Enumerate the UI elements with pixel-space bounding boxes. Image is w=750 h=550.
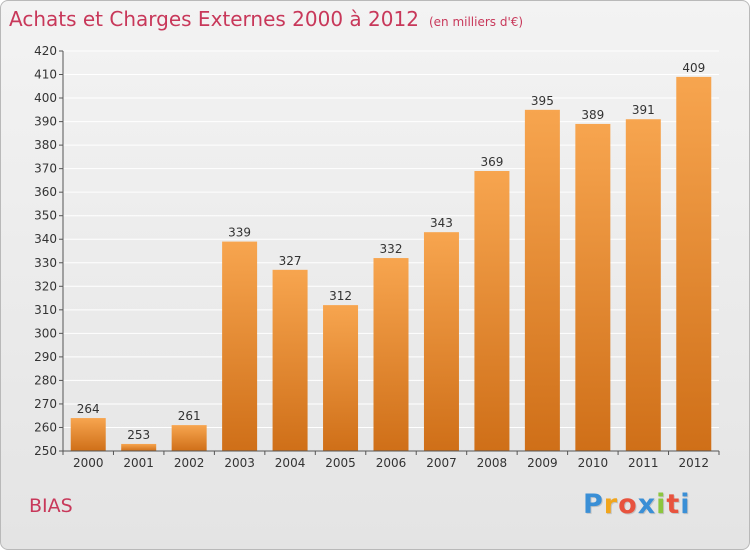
data-label: 343 <box>430 216 453 230</box>
y-axis-ticks: 250 260 270 280 290 300 310 320 330 340 350 360 370 3… <box>34 44 63 458</box>
bar <box>625 119 661 451</box>
proxiti-logo: Proxiti <box>583 489 691 520</box>
chart-unit: (en milliers d'€) <box>428 15 524 29</box>
y-tick-label: 340 <box>34 232 57 246</box>
logo-letter: t <box>666 489 681 520</box>
y-tick-label: 300 <box>34 326 57 340</box>
x-tick-label: 2003 <box>224 456 255 470</box>
y-tick-label: 380 <box>34 138 57 152</box>
y-tick-label: 400 <box>34 91 57 105</box>
bar <box>323 305 359 451</box>
bar <box>272 269 308 451</box>
y-tick-label: 420 <box>34 44 57 58</box>
x-tick-label: 2012 <box>678 456 709 470</box>
axes <box>62 51 719 452</box>
x-tick-label: 2002 <box>174 456 205 470</box>
y-tick-label: 270 <box>34 397 57 411</box>
data-label: 261 <box>178 409 201 423</box>
data-labels: 264 253 261 339 327 312 332 343 369 395 389 391 409 <box>77 61 705 442</box>
commune-name: BIAS <box>29 495 73 517</box>
x-tick-label: 2006 <box>376 456 407 470</box>
bar <box>423 232 459 451</box>
data-label: 389 <box>581 108 604 122</box>
x-tick-label: 2000 <box>73 456 104 470</box>
data-label: 253 <box>127 428 150 442</box>
y-tick-label: 280 <box>34 373 57 387</box>
x-tick-label: 2011 <box>628 456 659 470</box>
logo-letter: i <box>680 489 691 520</box>
bar <box>70 418 106 451</box>
data-label: 409 <box>682 61 705 75</box>
y-tick-label: 350 <box>34 209 57 223</box>
bar <box>222 241 258 451</box>
x-tick-label: 2007 <box>426 456 457 470</box>
x-tick-label: 2005 <box>325 456 356 470</box>
data-label: 391 <box>632 103 655 117</box>
data-label: 339 <box>228 226 251 240</box>
data-label: 369 <box>480 155 503 169</box>
logo-letter: i <box>656 489 667 520</box>
bar <box>373 258 409 451</box>
y-tick-label: 410 <box>34 68 57 82</box>
y-tick-label: 360 <box>34 185 57 199</box>
bars <box>70 76 712 452</box>
bar <box>171 425 207 451</box>
bar <box>575 123 611 452</box>
x-axis-ticks: 2000 2001 2002 2003 2004 2005 2006 2007 2008 2009… <box>62 451 720 470</box>
logo-letter: o <box>618 489 638 520</box>
bar <box>121 443 157 451</box>
x-tick-label: 2004 <box>275 456 306 470</box>
logo-letter: r <box>603 489 619 520</box>
bar <box>676 76 712 451</box>
chart-title: Achats et Charges Externes 2000 à 2012 <box>9 7 419 31</box>
data-label: 327 <box>279 254 302 268</box>
logo-letter: P <box>583 489 604 520</box>
data-label: 312 <box>329 289 352 303</box>
data-label: 395 <box>531 94 554 108</box>
y-tick-label: 330 <box>34 256 57 270</box>
bar <box>524 109 560 451</box>
x-tick-label: 2010 <box>578 456 609 470</box>
chart-title-block: Achats et Charges Externes 2000 à 2012 (e… <box>9 7 523 31</box>
y-tick-label: 320 <box>34 279 57 293</box>
x-tick-label: 2009 <box>527 456 558 470</box>
x-tick-label: 2001 <box>123 456 154 470</box>
y-tick-label: 310 <box>34 303 57 317</box>
bar <box>474 171 510 451</box>
y-tick-label: 250 <box>34 444 57 458</box>
y-tick-label: 260 <box>34 420 57 434</box>
y-tick-label: 290 <box>34 350 57 364</box>
logo-letter: x <box>637 489 657 520</box>
data-label: 332 <box>380 242 403 256</box>
x-tick-label: 2008 <box>477 456 508 470</box>
y-tick-label: 370 <box>34 162 57 176</box>
data-label: 264 <box>77 402 100 416</box>
y-tick-label: 390 <box>34 115 57 129</box>
